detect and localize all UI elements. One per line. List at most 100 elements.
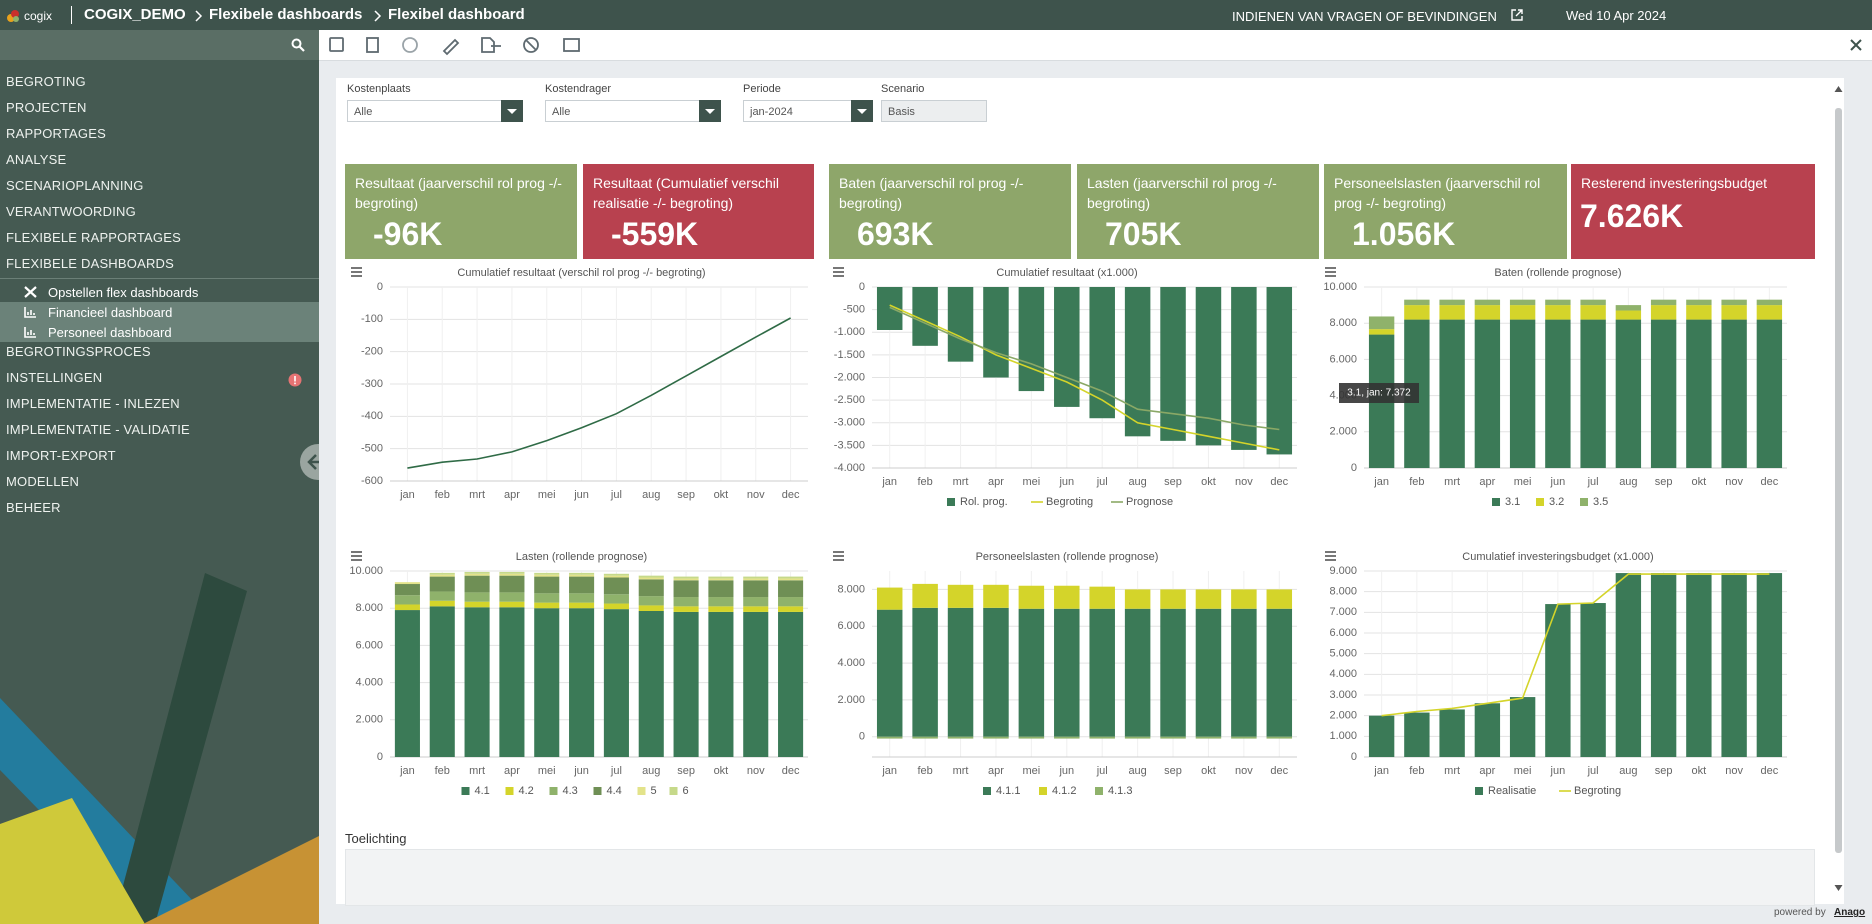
menu-item[interactable]: MODELLEN xyxy=(6,474,80,489)
filter-input[interactable]: Basis xyxy=(881,100,987,122)
menu-item[interactable]: BEGROTINGSPROCES xyxy=(6,344,151,359)
breadcrumb-item[interactable]: COGIX_DEMO xyxy=(84,6,186,23)
legend-label[interactable]: 6 xyxy=(683,785,689,797)
legend-label[interactable]: 3.5 xyxy=(1593,496,1608,508)
x-tick-label: mei xyxy=(538,765,556,777)
filter-value: Alle xyxy=(552,106,571,118)
menu-item[interactable]: PROJECTEN xyxy=(6,100,87,115)
bar xyxy=(429,574,455,577)
x-tick-label: sep xyxy=(677,765,695,777)
bar xyxy=(534,602,560,609)
bar xyxy=(743,578,769,581)
legend-label[interactable]: 4.1.3 xyxy=(1108,785,1132,797)
download-icon[interactable] xyxy=(366,37,379,53)
external-link-icon xyxy=(1511,9,1523,21)
bar xyxy=(1160,589,1186,609)
brand-link[interactable]: Anago xyxy=(1834,907,1866,918)
legend-label[interactable]: 4.2 xyxy=(519,785,534,797)
logo-icon xyxy=(7,10,19,22)
dropdown-button[interactable] xyxy=(501,100,523,122)
search-bar[interactable] xyxy=(0,30,319,60)
bar xyxy=(569,574,595,577)
bar xyxy=(1439,319,1465,468)
folder-icon[interactable] xyxy=(563,38,580,52)
x-tick-label: feb xyxy=(435,765,450,777)
x-tick-label: jan xyxy=(1373,765,1389,777)
chart: Cumulatief resultaat (x1.000) 0 -500 -1.000… xyxy=(833,267,1297,508)
dropdown-button[interactable] xyxy=(699,100,721,122)
notes-textarea[interactable] xyxy=(345,849,1815,906)
bar xyxy=(1509,319,1536,468)
bar xyxy=(569,593,595,603)
cancel-icon[interactable] xyxy=(523,37,539,53)
scrollbar[interactable] xyxy=(1833,78,1844,904)
kpi-tile: Personeelslasten (jaarverschil rol prog … xyxy=(1324,164,1567,259)
bar xyxy=(534,593,560,603)
y-tick-label: 0 xyxy=(859,731,865,743)
menu-item[interactable]: SCENARIOPLANNING xyxy=(6,178,144,193)
top-bar: cogix COGIX_DEMO Flexibele dashboards Fl… xyxy=(0,0,1872,30)
dropdown-button[interactable] xyxy=(851,100,873,122)
menu-item[interactable]: ANALYSE xyxy=(6,152,67,167)
submenu-item[interactable]: Opstellen flex dashboards xyxy=(0,282,319,302)
legend-label[interactable]: 4.4 xyxy=(607,785,622,797)
bar xyxy=(673,576,699,579)
legend-label[interactable]: 4.1.2 xyxy=(1052,785,1076,797)
menu-item[interactable]: FLEXIBELE DASHBOARDS xyxy=(6,256,174,271)
bar xyxy=(1368,715,1395,757)
legend-label[interactable]: 5 xyxy=(651,785,657,797)
bar xyxy=(499,571,525,574)
x-tick-label: jul xyxy=(610,489,622,501)
x-tick-label: jan xyxy=(881,476,897,488)
kpi-label: Lasten (jaarverschil rol prog -/- begrot… xyxy=(1087,175,1277,211)
filter-input[interactable]: Alle xyxy=(347,100,523,122)
menu-item[interactable]: VERANTWOORDING xyxy=(6,204,136,219)
legend-label[interactable]: 3.1 xyxy=(1505,496,1520,508)
save-icon[interactable] xyxy=(329,37,344,52)
date: Wed 10 Apr 2024 xyxy=(1566,8,1667,23)
legend-marker xyxy=(1536,498,1544,506)
x-tick-label: jun xyxy=(573,489,589,501)
close-icon[interactable] xyxy=(1850,39,1862,51)
y-tick-label: -1.500 xyxy=(834,349,865,361)
submenu-icon xyxy=(24,286,37,298)
bar xyxy=(743,597,769,607)
legend-label[interactable]: 4.3 xyxy=(563,785,578,797)
y-tick-label: -100 xyxy=(361,313,383,325)
bar xyxy=(429,606,455,757)
feedback-link[interactable]: INDIENEN VAN VRAGEN OF BEVINDINGEN xyxy=(1232,9,1497,24)
menu-item[interactable]: IMPLEMENTATIE - VALIDATIE xyxy=(6,422,190,437)
menu-item[interactable]: FLEXIBELE RAPPORTAGES xyxy=(6,230,181,245)
legend-label[interactable]: 3.2 xyxy=(1549,496,1564,508)
legend-label[interactable]: Begroting xyxy=(1046,496,1093,508)
legend-label[interactable]: 4.1 xyxy=(475,785,490,797)
edit-icon[interactable] xyxy=(442,38,460,56)
legend-label[interactable]: Begroting xyxy=(1574,785,1621,797)
bar xyxy=(1615,319,1642,468)
legend-label[interactable]: Realisatie xyxy=(1488,785,1536,797)
legend-label[interactable]: 4.1.1 xyxy=(996,785,1020,797)
submenu-item[interactable]: Financieel dashboard xyxy=(0,302,319,322)
menu-item[interactable]: BEGROTING xyxy=(6,74,86,89)
x-tick-label: mrt xyxy=(953,765,969,777)
breadcrumb-item[interactable]: Flexibele dashboards xyxy=(209,6,363,23)
bar xyxy=(1404,712,1430,757)
x-tick-label: jun xyxy=(573,765,589,777)
menu-item[interactable]: INSTELLINGEN xyxy=(6,370,103,385)
legend-label[interactable]: Prognose xyxy=(1126,496,1173,508)
bar xyxy=(778,606,804,612)
bar xyxy=(394,610,420,757)
filter-input[interactable]: Alle xyxy=(545,100,721,122)
search-icon[interactable] xyxy=(291,38,305,52)
y-tick-label: -2.500 xyxy=(834,394,865,406)
menu-item[interactable]: BEHEER xyxy=(6,500,61,515)
legend-label[interactable]: Rol. prog. xyxy=(960,496,1008,508)
export-icon[interactable] xyxy=(481,37,501,53)
filter-input[interactable]: jan-2024 xyxy=(743,100,873,122)
help-icon[interactable] xyxy=(402,37,418,53)
menu-item[interactable]: IMPLEMENTATIE - INLEZEN xyxy=(6,396,180,411)
menu-item[interactable]: RAPPORTAGES xyxy=(6,126,106,141)
submenu-item[interactable]: Personeel dashboard xyxy=(0,322,319,342)
menu-item[interactable]: IMPORT-EXPORT xyxy=(6,448,116,463)
bar xyxy=(778,597,804,607)
